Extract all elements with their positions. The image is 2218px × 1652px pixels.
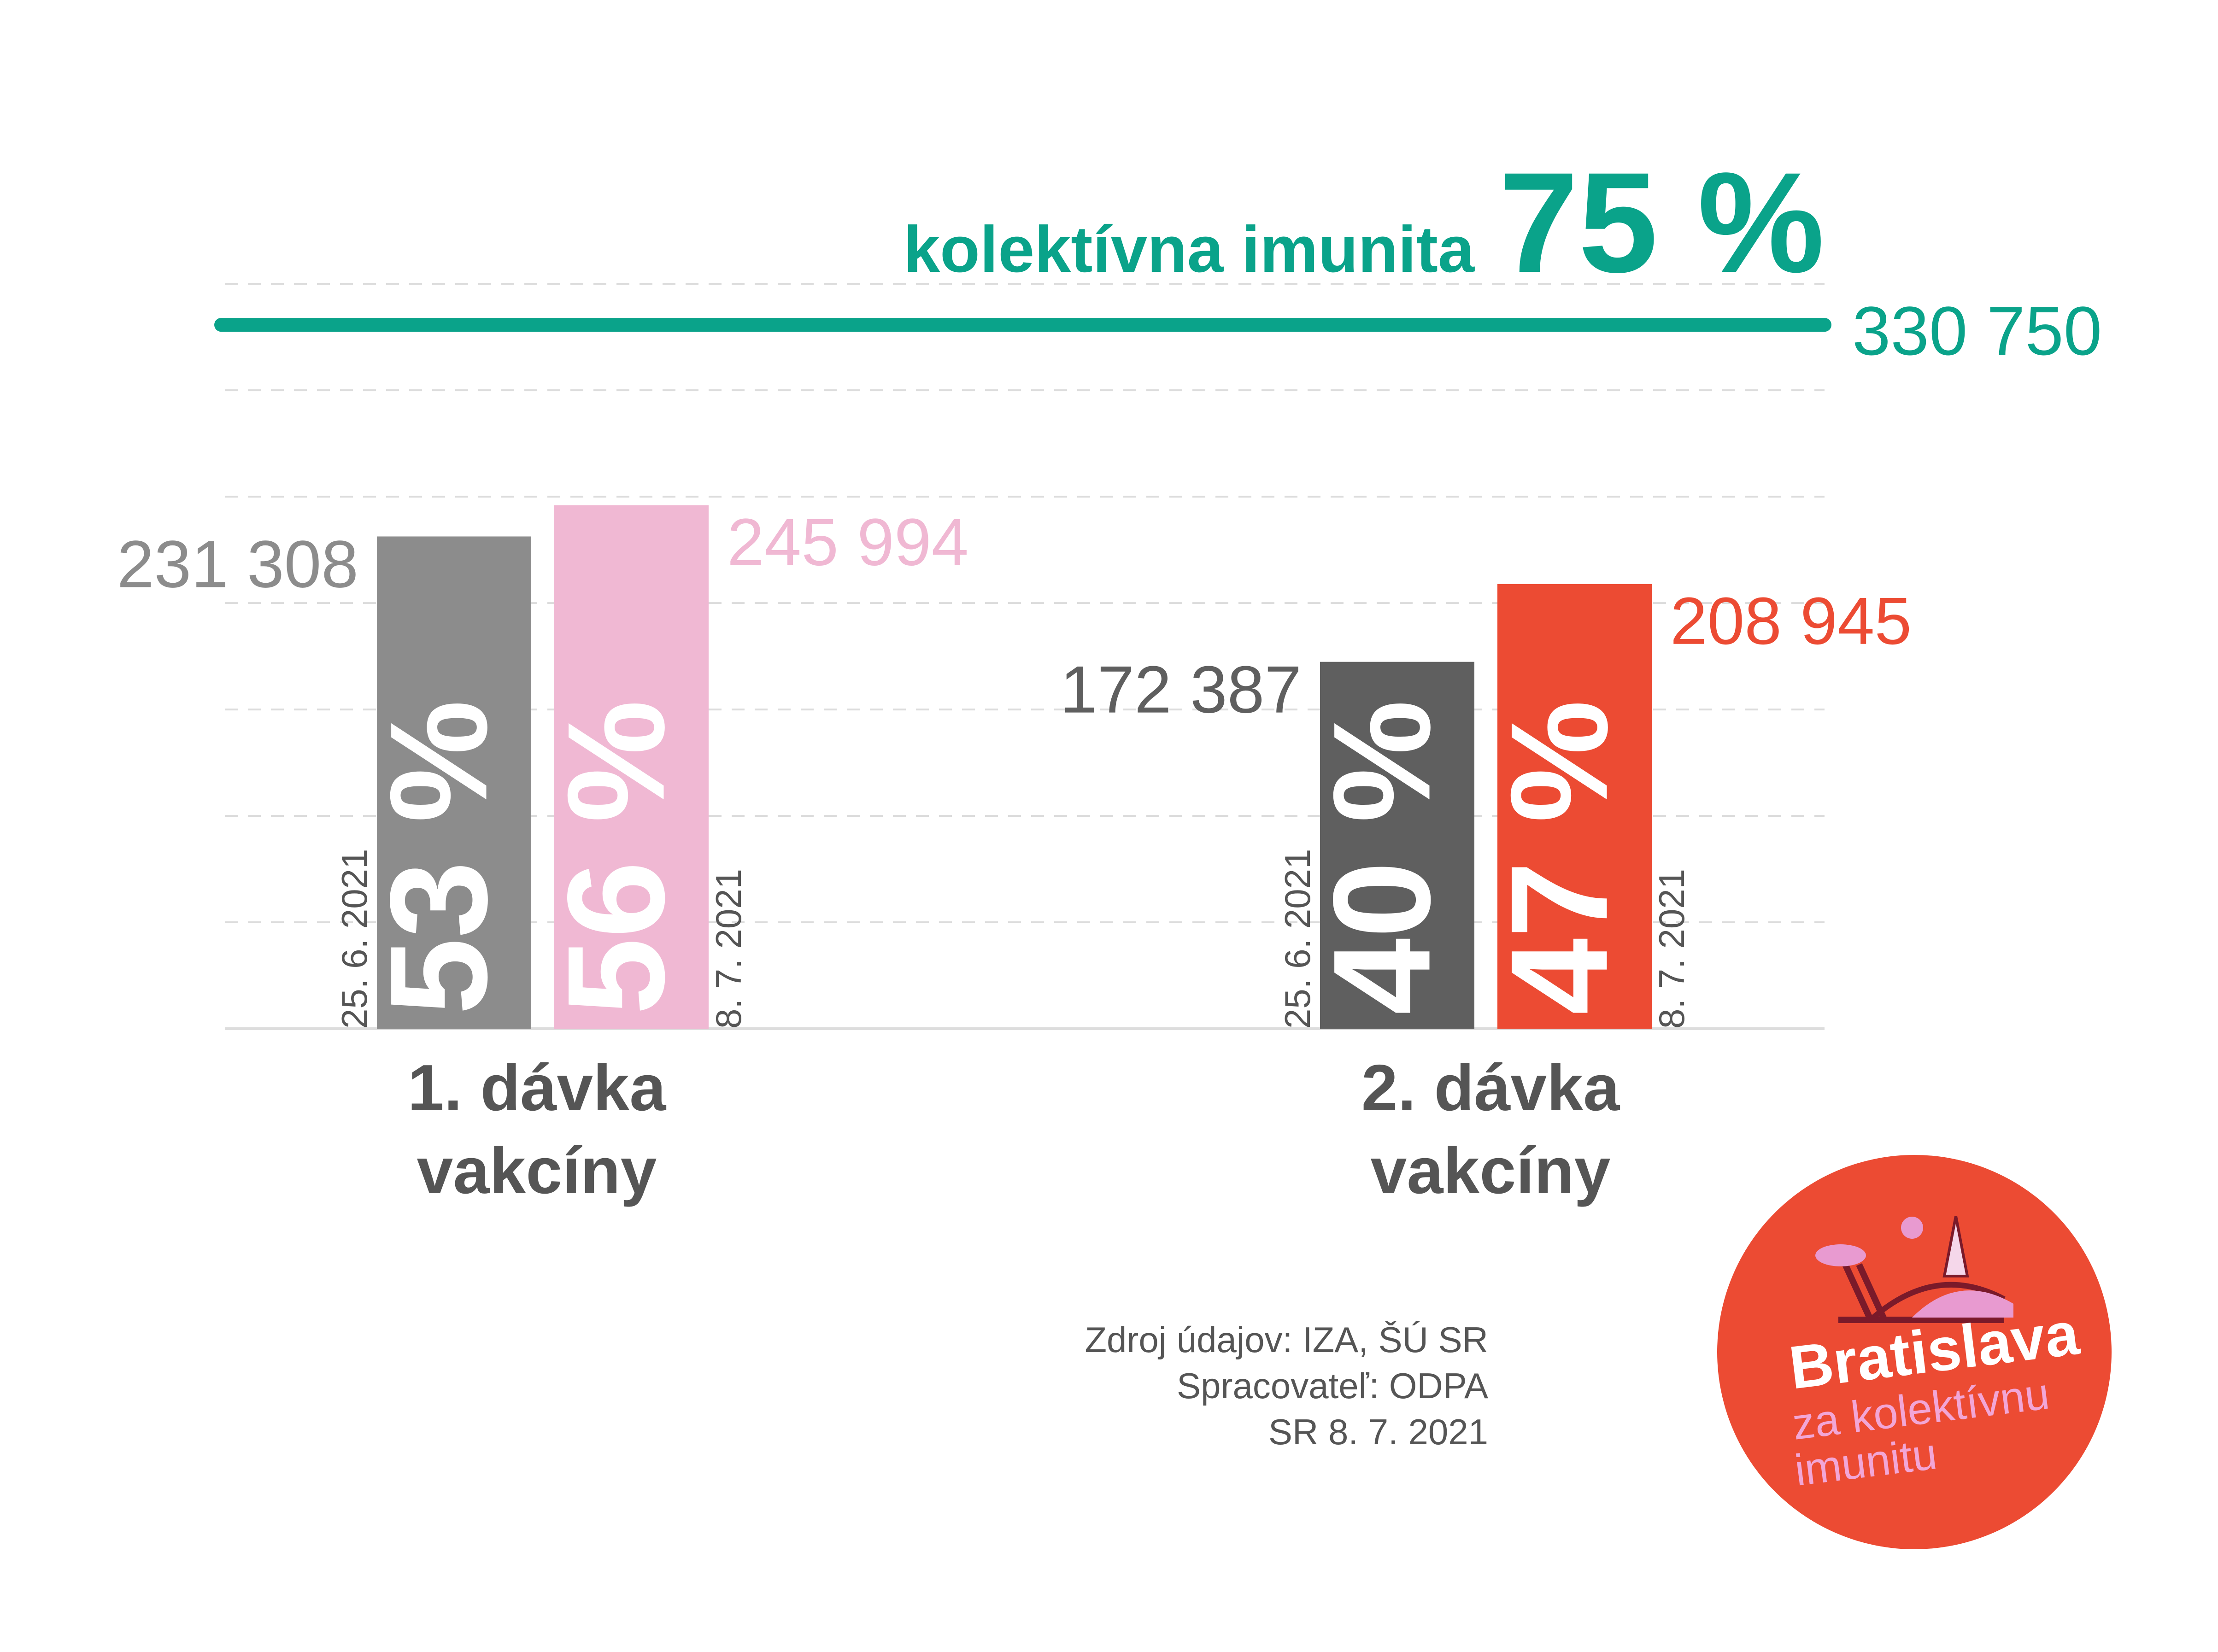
percent-label-1-1: 53 %: [361, 700, 516, 1015]
bar-1-1: [377, 536, 531, 1029]
source-line-3: SR 8. 7. 2021: [1268, 1412, 1488, 1452]
bridge-icon: [1815, 1216, 2013, 1323]
percent-label-2-1: 40 %: [1304, 700, 1459, 1015]
value-label-1-2: 245 994: [727, 505, 968, 580]
value-label-2-1: 172 387: [1060, 652, 1302, 727]
source-line-1: Zdroj údajov: IZA, ŠÚ SR: [1085, 1319, 1488, 1360]
category-label-2-line2: vakcíny: [1370, 1134, 1610, 1207]
category-label-2-line1: 2. dávka: [1361, 1051, 1620, 1125]
value-label-1-1: 231 308: [117, 527, 358, 601]
bar-labels: 53 % 231 308 25. 6. 2021 56 % 245 994 8. 7. 2…: [117, 505, 1912, 1029]
category-label-1-line2: vakcíny: [417, 1134, 657, 1207]
bratislava-logo: Bratislava za kolektívnu imunitu: [1717, 1155, 2112, 1549]
bars: [377, 505, 1652, 1029]
percent-label-1-2: 56 %: [539, 700, 693, 1015]
bar-1-2: [554, 505, 709, 1029]
source-line-2: Spracovateľ: ODPA: [1177, 1365, 1488, 1406]
value-label-2-2: 208 945: [1670, 584, 1912, 658]
herd-immunity-percent: 75 %: [1499, 142, 1825, 302]
date-label-1-2: 8. 7. 2021: [708, 869, 749, 1029]
date-label-2-1: 25. 6. 2021: [1277, 849, 1318, 1029]
date-label-1-1: 25. 6. 2021: [334, 849, 375, 1029]
herd-immunity-value: 330 750: [1852, 292, 2102, 369]
bar-2-1: [1320, 662, 1474, 1029]
date-label-2-2: 8. 7. 2021: [1651, 869, 1692, 1029]
percent-label-2-2: 47 %: [1482, 700, 1637, 1015]
category-label-1-line1: 1. dávka: [408, 1051, 667, 1125]
bar-2-2: [1497, 584, 1652, 1029]
herd-immunity-label: kolektívna imunita: [904, 213, 1475, 286]
